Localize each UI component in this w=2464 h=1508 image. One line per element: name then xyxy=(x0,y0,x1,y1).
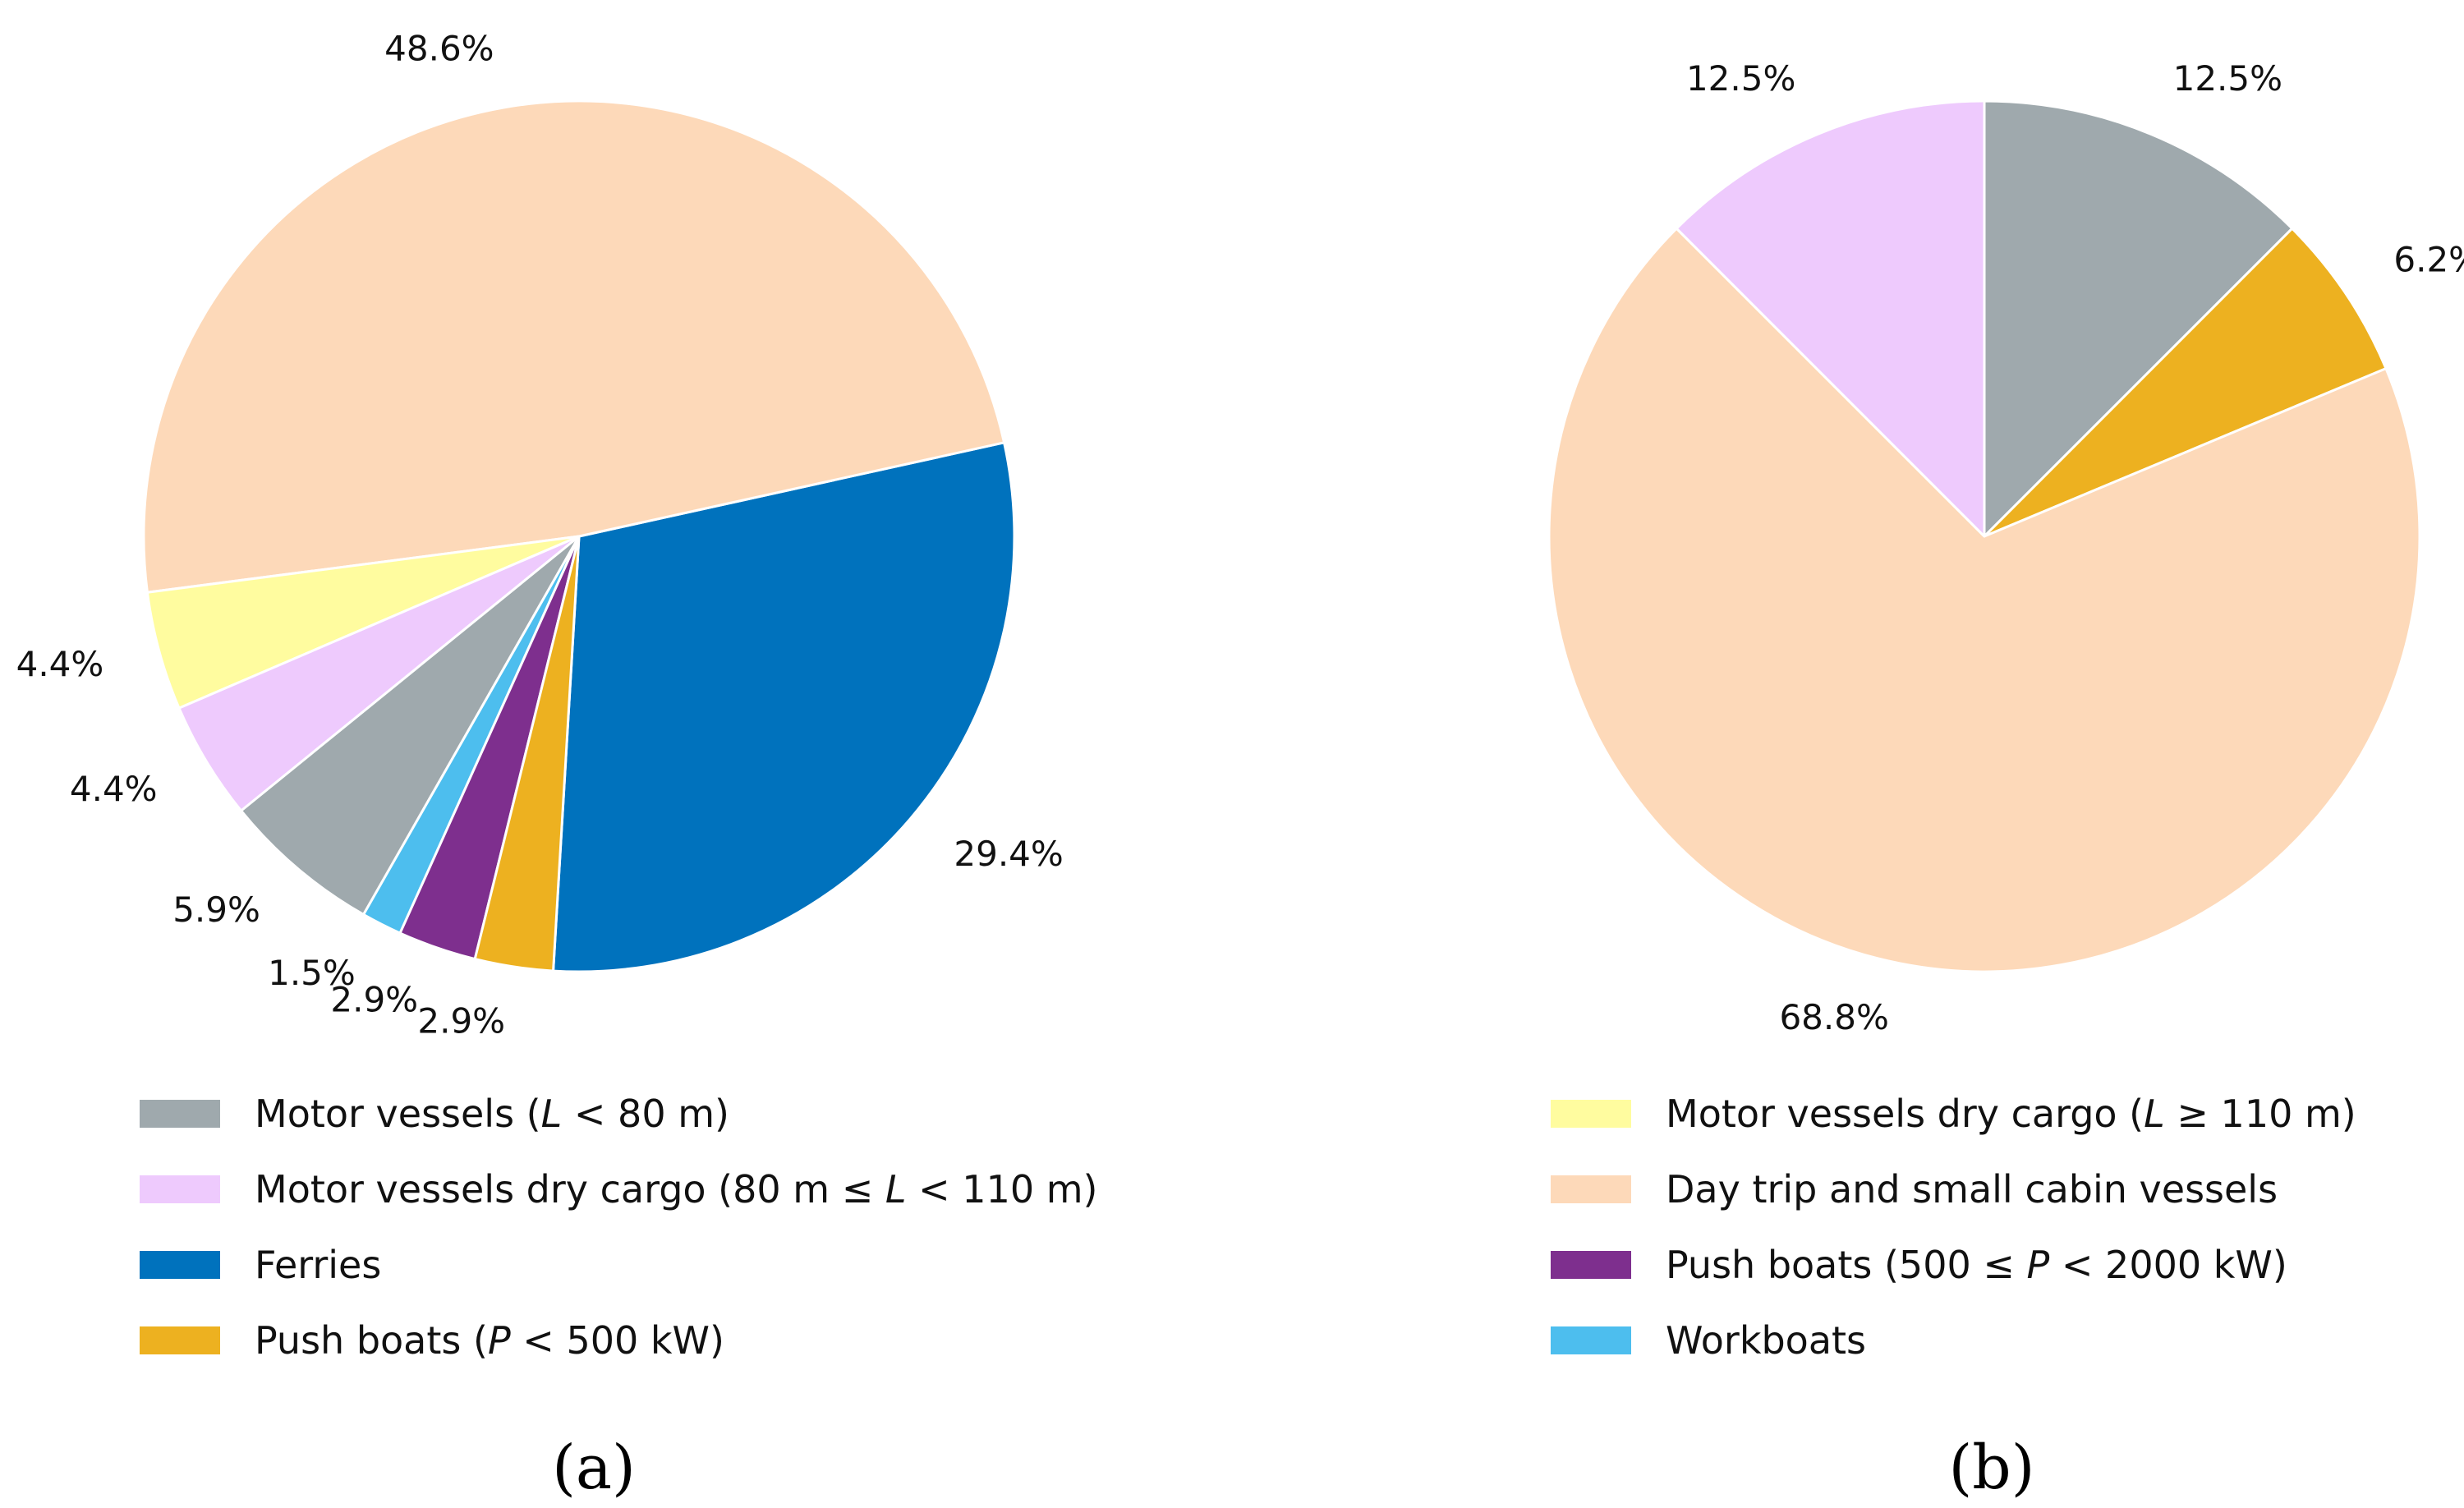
pie-slice-label: 2.9% xyxy=(417,1001,505,1041)
legend-item-push-boats-p-500-kw: Push boats (P < 500 kW) xyxy=(140,1303,1097,1378)
legend-label: Push boats (500 ≤ P < 2000 kW) xyxy=(1666,1243,2287,1287)
pie-slice-day-trip-and-small-cabin-vessels xyxy=(142,99,1006,594)
pie-slice-label: 2.9% xyxy=(330,980,418,1020)
pie-slice-label: 4.4% xyxy=(16,644,104,684)
pie-slice-label: 1.5% xyxy=(268,953,356,993)
pie-slice-label: 12.5% xyxy=(1686,58,1795,99)
legend-swatch xyxy=(140,1326,220,1354)
legend-left: Motor vessels (L < 80 m) Motor vessels dr… xyxy=(140,1076,1097,1378)
pie-chart-a: 29.4%48.6%4.4%4.4%5.9%1.5%2.9%2.9% xyxy=(16,29,1064,1041)
panel-caption-b: (b) xyxy=(1948,1432,2034,1503)
pie-slice-label: 48.6% xyxy=(384,29,494,69)
legend-swatch xyxy=(1551,1251,1631,1279)
pie-slice-label: 4.4% xyxy=(70,769,158,809)
legend-label: Day trip and small cabin vessels xyxy=(1666,1167,2278,1211)
legend-label: Workboats xyxy=(1666,1318,1867,1363)
pie-slice-label: 29.4% xyxy=(954,834,1063,874)
pie-slice-motor-vessels-dry-cargo-80-m-l-110-m xyxy=(1675,99,1986,538)
pie-slice-label: 12.5% xyxy=(2173,58,2282,99)
legend-item-motor-vessels-l-80-m: Motor vessels (L < 80 m) xyxy=(140,1076,1097,1152)
legend-item-workboats: Workboats xyxy=(1551,1303,2356,1378)
pie-slice-ferries xyxy=(552,441,1016,973)
pie-slice-label: 68.8% xyxy=(1779,997,1888,1037)
legend-item-push-boats-500-p-2000-kw: Push boats (500 ≤ P < 2000 kW) xyxy=(1551,1227,2356,1303)
pie-slice-day-trip-and-small-cabin-vessels xyxy=(1547,227,2421,973)
legend-swatch xyxy=(140,1100,220,1128)
legend-right: Motor vessels dry cargo (L ≥ 110 m) Day t… xyxy=(1551,1076,2356,1378)
legend-swatch xyxy=(140,1251,220,1279)
legend-swatch xyxy=(1551,1100,1631,1128)
legend-label: Motor vessels dry cargo (L ≥ 110 m) xyxy=(1666,1092,2356,1136)
legend-swatch xyxy=(140,1175,220,1203)
legend-swatch xyxy=(1551,1326,1631,1354)
pie-chart-b: 12.5% 6.2% 68.8% 12.5% xyxy=(1547,58,2464,1037)
legend-item-motor-vessels-dry-cargo-80-m-l-110-m: Motor vessels dry cargo (80 m ≤ L < 110 … xyxy=(140,1152,1097,1227)
legend-label: Push boats (P < 500 kW) xyxy=(255,1318,724,1363)
legend-label: Ferries xyxy=(255,1243,382,1287)
pie-slice-motor-vessels-l-80-m xyxy=(240,535,581,916)
legend-item-motor-vessels-dry-cargo-l-110-m: Motor vessels dry cargo (L ≥ 110 m) xyxy=(1551,1076,2356,1152)
pie-slice-label: 5.9% xyxy=(172,890,260,930)
pie-slice-push-boats-p-500-kw xyxy=(1983,227,2388,538)
legend-item-ferries: Ferries xyxy=(140,1227,1097,1303)
pie-slice-motor-vessels-l-80-m xyxy=(1983,99,2294,538)
panel-caption-a: (a) xyxy=(552,1432,636,1503)
pie-slice-push-boats-p-500-kw xyxy=(473,535,581,972)
legend-label: Motor vessels dry cargo (80 m ≤ L < 110 … xyxy=(255,1167,1098,1211)
pie-slice-label: 6.2% xyxy=(2393,239,2464,279)
legend-item-day-trip-and-small-cabin-vessels: Day trip and small cabin vessels xyxy=(1551,1152,2356,1227)
legend-swatch xyxy=(1551,1175,1631,1203)
legend-label: Motor vessels (L < 80 m) xyxy=(255,1092,729,1136)
